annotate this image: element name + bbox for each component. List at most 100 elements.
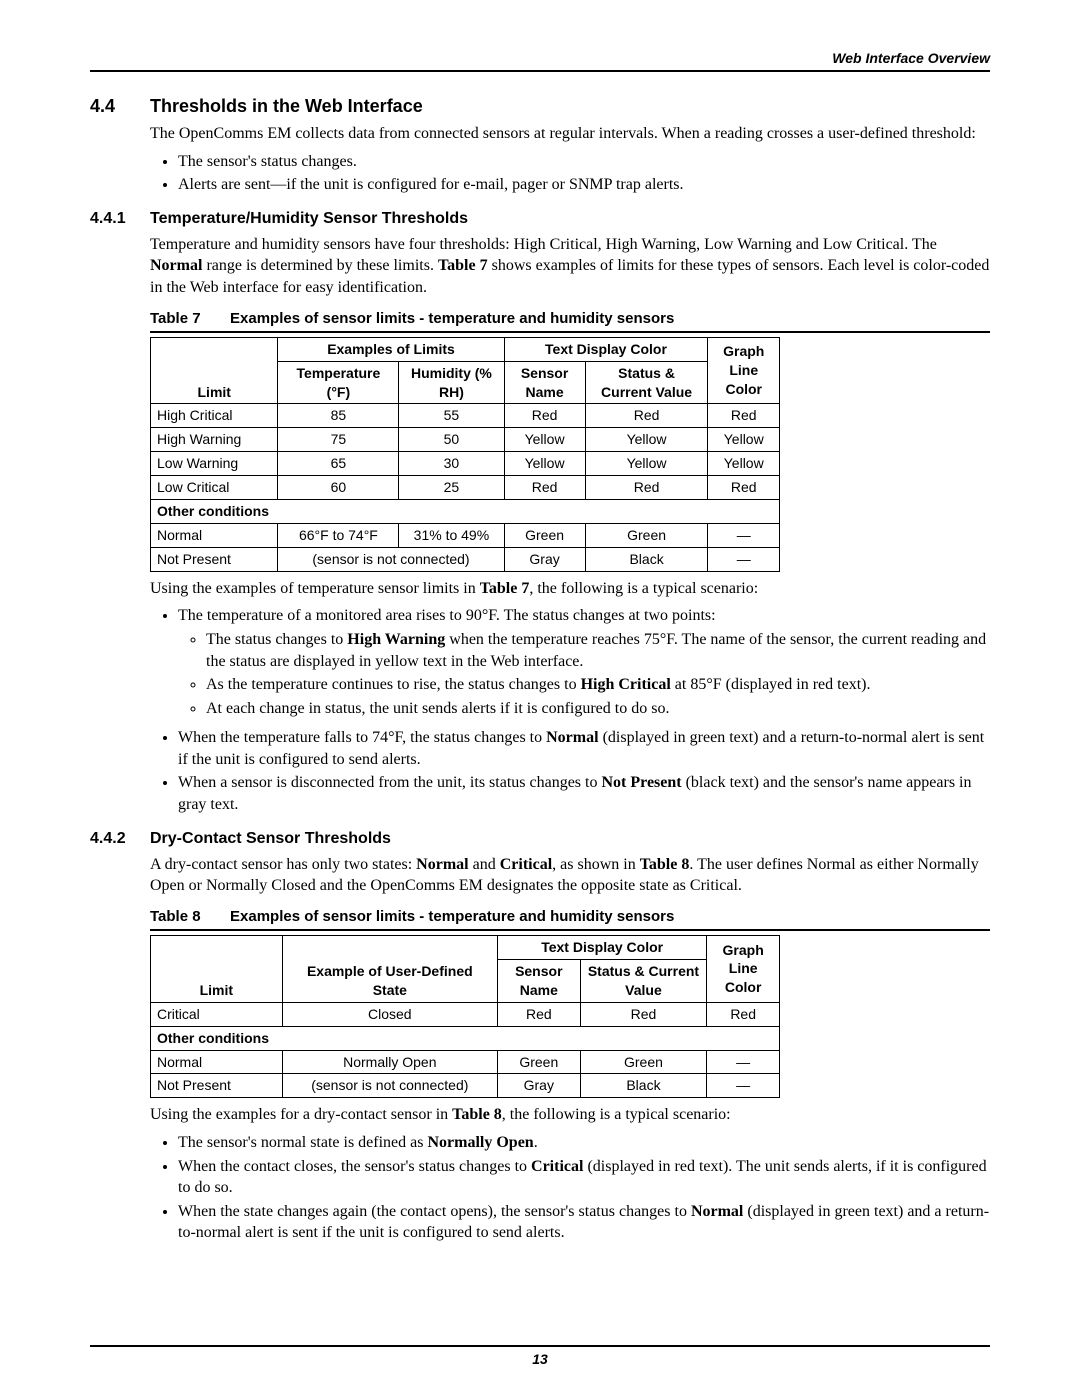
text-bold: Normal [691, 1203, 743, 1220]
cell: Red [708, 476, 780, 500]
table-row: Not Present (sensor is not connected) Gr… [151, 1074, 780, 1098]
text-bold: Normal [416, 856, 468, 873]
cell: (sensor is not connected) [278, 547, 504, 571]
th-example: Example of User-Defined State [282, 936, 497, 1003]
cell: Yellow [708, 452, 780, 476]
text-bold: Not Present [601, 774, 681, 791]
cell: Yellow [504, 452, 585, 476]
th-graph: Graph Line Color [707, 936, 780, 1003]
cell: Normal [151, 1050, 283, 1074]
text: A dry-contact sensor has only two states… [150, 856, 416, 873]
subsection-heading: 4.4.2 Dry-Contact Sensor Thresholds [90, 830, 990, 848]
cell: Green [504, 523, 585, 547]
other-conditions-label: Other conditions [151, 500, 780, 524]
cell: Red [504, 476, 585, 500]
text: As the temperature continues to rise, th… [206, 676, 581, 693]
table-row: Low Warning 65 30 Yellow Yellow Yellow [151, 452, 780, 476]
table-subhead-row: Other conditions [151, 500, 780, 524]
table7-head: Limit Examples of Limits Text Display Co… [151, 337, 780, 404]
cell: Yellow [585, 428, 708, 452]
table8: Limit Example of User-Defined State Text… [150, 935, 780, 1098]
cell: Red [585, 404, 708, 428]
text: and [469, 856, 500, 873]
text-bold: Normally Open [427, 1134, 533, 1151]
footer-rule [90, 1345, 990, 1347]
text-bold: Table 8 [452, 1106, 502, 1123]
table-row: Low Critical 60 25 Red Red Red [151, 476, 780, 500]
list-item: When a sensor is disconnected from the u… [178, 772, 990, 815]
text: , as shown in [552, 856, 640, 873]
list-item: Alerts are sent—if the unit is configure… [178, 174, 990, 196]
cell: Red [580, 1002, 707, 1026]
cell: Red [498, 1002, 581, 1026]
th-examples-group: Examples of Limits [278, 337, 504, 361]
text: When the temperature falls to 74°F, the … [178, 729, 546, 746]
cell: — [707, 1050, 780, 1074]
cell: Yellow [585, 452, 708, 476]
list-item: The status changes to High Warning when … [206, 629, 990, 672]
th-status-val: Status & Current Value [580, 959, 707, 1002]
cell: Green [498, 1050, 581, 1074]
subsection-title: Dry-Contact Sensor Thresholds [150, 830, 391, 848]
section-body: The OpenComms EM collects data from conn… [150, 123, 990, 196]
th-temp: Temperature (°F) [278, 361, 399, 404]
table8-caption-text: Examples of sensor limits - temperature … [230, 907, 674, 927]
subsection-number: 4.4.1 [90, 210, 150, 228]
text: , the following is a typical scenario: [529, 580, 758, 597]
text: , the following is a typical scenario: [502, 1106, 731, 1123]
text: Temperature and humidity sensors have fo… [150, 236, 937, 253]
cell: Black [585, 547, 708, 571]
text: Using the examples for a dry-contact sen… [150, 1106, 452, 1123]
th-status-val: Status & Current Value [585, 361, 708, 404]
cell: Not Present [151, 547, 278, 571]
list-item: The temperature of a monitored area rise… [178, 605, 990, 719]
cell: 50 [399, 428, 504, 452]
cell: Yellow [504, 428, 585, 452]
table7-caption: Table 7 Examples of sensor limits - temp… [150, 309, 990, 333]
cell: Yellow [708, 428, 780, 452]
cell: — [708, 547, 780, 571]
cell: 65 [278, 452, 399, 476]
text: range is determined by these limits. [202, 257, 438, 274]
cell: Red [504, 404, 585, 428]
th-limit: Limit [151, 337, 278, 404]
text: at 85°F (displayed in red text). [671, 676, 871, 693]
text-bold: Normal [150, 257, 202, 274]
text-bold: Table 7 [480, 580, 530, 597]
cell: 85 [278, 404, 399, 428]
list-item: The sensor's status changes. [178, 151, 990, 173]
text: The temperature of a monitored area rise… [178, 607, 716, 624]
cell: Low Warning [151, 452, 278, 476]
text: . [534, 1134, 538, 1151]
subsection-body: Temperature and humidity sensors have fo… [150, 234, 990, 816]
th-sensor-name: Sensor Name [498, 959, 581, 1002]
cell: High Warning [151, 428, 278, 452]
list-item: At each change in status, the unit sends… [206, 698, 990, 720]
text: When the contact closes, the sensor's st… [178, 1158, 531, 1175]
table-row: Normal Normally Open Green Green — [151, 1050, 780, 1074]
cell: Gray [498, 1074, 581, 1098]
cell: Gray [504, 547, 585, 571]
text: Using the examples of temperature sensor… [150, 580, 480, 597]
text-bold: Table 7 [438, 257, 488, 274]
cell: 31% to 49% [399, 523, 504, 547]
cell: 30 [399, 452, 504, 476]
text-bold: Table 8 [640, 856, 690, 873]
list-item: When the contact closes, the sensor's st… [178, 1156, 990, 1199]
text-bold: Critical [500, 856, 552, 873]
cell: Red [707, 1002, 780, 1026]
table8-label: Table 8 [150, 907, 230, 927]
cell: Normally Open [282, 1050, 497, 1074]
page-footer: 13 [90, 1345, 990, 1367]
sub1-scenario-list: The temperature of a monitored area rise… [150, 605, 990, 815]
th-text-group: Text Display Color [498, 936, 707, 960]
cell: Not Present [151, 1074, 283, 1098]
cell: (sensor is not connected) [282, 1074, 497, 1098]
cell: 60 [278, 476, 399, 500]
sub2-after-table: Using the examples for a dry-contact sen… [150, 1104, 990, 1126]
text-bold: High Warning [347, 631, 445, 648]
th-hum: Humidity (% RH) [399, 361, 504, 404]
table7-label: Table 7 [150, 309, 230, 329]
cell: Red [585, 476, 708, 500]
subsection-number: 4.4.2 [90, 830, 150, 848]
